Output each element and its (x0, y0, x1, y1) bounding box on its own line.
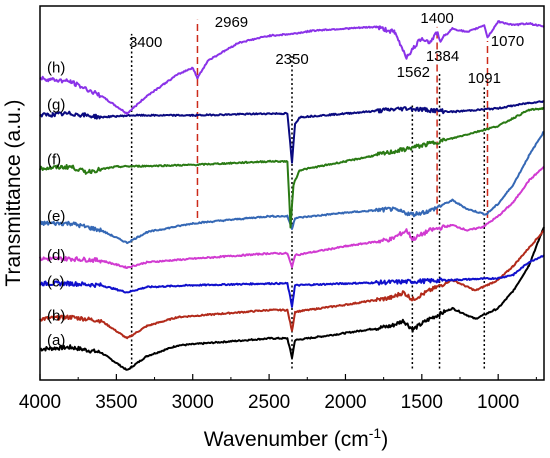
curve-label: (f) (47, 152, 61, 169)
spectrum-line (39, 106, 545, 229)
x-tick-label: 2500 (248, 392, 290, 413)
spectrum-line (39, 20, 545, 115)
curve-label: (e) (47, 208, 65, 225)
x-tick-label: 3000 (172, 392, 214, 413)
reference-line-label: 1562 (397, 64, 430, 81)
spectra (39, 20, 545, 371)
curve-label: (b) (47, 307, 65, 324)
spectrum-line (39, 165, 545, 269)
reference-line-label: 2969 (215, 14, 248, 31)
y-axis-title: Transmittance (a.u.) (2, 99, 25, 286)
x-axis-ticks: 4000 3500 3000 2500 2000 1500 1000 (19, 374, 537, 413)
reference-line-label: 1091 (468, 70, 501, 87)
reference-labels: 3400 2969 2350 1562 1400 1384 1091 1070 (129, 10, 524, 87)
x-tick-label: 4000 (19, 392, 61, 413)
spectrum-line (39, 226, 545, 371)
x-tick-label: 1000 (477, 392, 519, 413)
spectrum-line (39, 229, 545, 340)
plot-frame (39, 5, 545, 381)
reference-line-label: 2350 (275, 51, 308, 68)
curve-label: (c) (47, 274, 65, 291)
reference-line-label: 1384 (426, 48, 459, 65)
reference-line-label: 1070 (491, 33, 524, 50)
reference-line-label: 1400 (420, 10, 453, 27)
curve-label: (d) (47, 247, 65, 264)
curve-label: (g) (47, 97, 65, 114)
x-tick-label: 1500 (401, 392, 443, 413)
curve-label: (h) (47, 60, 65, 77)
x-tick-label: 3500 (95, 392, 137, 413)
spectrum-line (39, 254, 545, 308)
x-axis-title: Wavenumber (cm-1) (204, 425, 388, 451)
x-tick-label: 2000 (324, 392, 366, 413)
reference-line-label: 3400 (129, 34, 162, 51)
spectrum-line (39, 131, 545, 245)
spectrum-line (39, 100, 545, 164)
curve-labels: (a) (b) (c) (d) (e) (f) (g) (h) (47, 60, 65, 350)
curve-label: (a) (47, 332, 65, 349)
